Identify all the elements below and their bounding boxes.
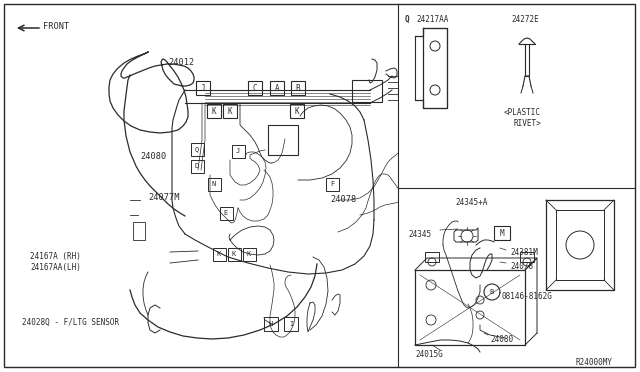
Text: RIVET>: RIVET>: [514, 119, 541, 128]
Text: K: K: [294, 106, 300, 115]
Text: FRONT: FRONT: [43, 22, 69, 31]
Text: M: M: [500, 228, 504, 237]
Text: <PLASTIC: <PLASTIC: [504, 108, 541, 117]
Text: K: K: [217, 251, 221, 257]
Text: D: D: [195, 163, 199, 169]
Bar: [232, 145, 245, 158]
Text: N: N: [212, 181, 216, 187]
Bar: [243, 248, 256, 261]
Text: 24080: 24080: [140, 152, 166, 161]
Bar: [248, 81, 262, 95]
Text: 24345: 24345: [408, 230, 431, 239]
Bar: [223, 104, 237, 118]
Text: B: B: [490, 289, 494, 295]
Text: 24272E: 24272E: [511, 15, 539, 24]
Text: 24381M: 24381M: [510, 248, 538, 257]
Bar: [191, 160, 204, 173]
Bar: [268, 125, 298, 155]
Bar: [284, 317, 298, 331]
Bar: [520, 252, 534, 262]
Text: B: B: [296, 83, 300, 93]
Text: 24078: 24078: [330, 195, 356, 204]
Text: K: K: [232, 251, 236, 257]
Text: 24217AA: 24217AA: [416, 15, 449, 24]
Bar: [270, 81, 284, 95]
Text: K: K: [247, 251, 251, 257]
Bar: [494, 226, 510, 240]
Bar: [228, 248, 241, 261]
Bar: [213, 248, 226, 261]
Bar: [191, 143, 204, 156]
Text: K: K: [228, 106, 232, 115]
Text: Q: Q: [195, 146, 199, 152]
Text: F: F: [330, 181, 334, 187]
Text: A: A: [275, 83, 279, 93]
Text: 24167AA(LH): 24167AA(LH): [30, 263, 81, 272]
Bar: [264, 317, 278, 331]
Bar: [196, 81, 210, 95]
Text: E: E: [224, 210, 228, 216]
Bar: [425, 252, 439, 262]
Text: C: C: [253, 83, 257, 93]
Text: I: I: [289, 321, 293, 327]
Bar: [326, 178, 339, 191]
Text: 24028Q - F/LTG SENSOR: 24028Q - F/LTG SENSOR: [22, 318, 119, 327]
Bar: [352, 80, 382, 102]
Bar: [133, 222, 145, 240]
Text: 24345+A: 24345+A: [455, 198, 488, 207]
Text: J: J: [236, 148, 240, 154]
Bar: [207, 104, 221, 118]
Bar: [290, 104, 304, 118]
Text: R24000MY: R24000MY: [575, 358, 612, 367]
Text: 24167A (RH): 24167A (RH): [30, 252, 81, 261]
Text: J: J: [201, 83, 205, 93]
Text: 24078: 24078: [510, 262, 533, 271]
Bar: [208, 178, 221, 191]
Text: 24077M: 24077M: [148, 193, 179, 202]
Text: 08146-8162G: 08146-8162G: [502, 292, 553, 301]
Text: K: K: [212, 106, 216, 115]
Text: H: H: [269, 321, 273, 327]
Text: 24080: 24080: [490, 335, 513, 344]
Bar: [220, 207, 233, 220]
Text: 24015G: 24015G: [415, 350, 443, 359]
Bar: [291, 81, 305, 95]
Text: Q: Q: [405, 15, 410, 24]
Text: 24012: 24012: [168, 58, 195, 67]
